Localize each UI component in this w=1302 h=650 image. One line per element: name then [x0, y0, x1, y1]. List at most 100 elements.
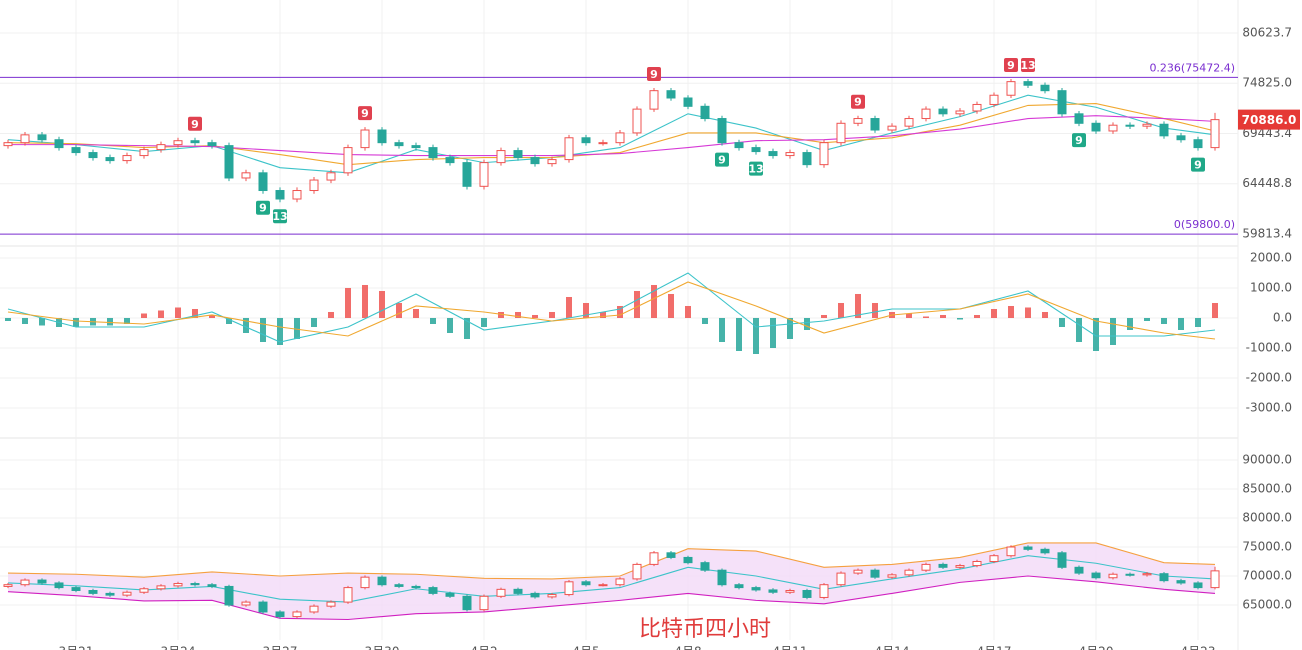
- macd-bar: [396, 302, 402, 318]
- candle-body: [530, 157, 540, 165]
- candle-body: [20, 579, 30, 586]
- candle-body: [445, 157, 455, 164]
- indicator-line: [7, 94, 1216, 174]
- macd-bar: [209, 314, 215, 318]
- td-marker: [749, 161, 763, 176]
- td-marker-label: 9: [1007, 59, 1015, 72]
- candle-body: [20, 134, 30, 144]
- candle-body: [1040, 84, 1050, 92]
- macd-bar: [481, 317, 487, 327]
- macd-bar: [345, 287, 351, 318]
- macd-bar: [413, 308, 419, 318]
- macd-bar: [617, 305, 623, 318]
- candle-body: [1193, 582, 1203, 589]
- macd-bar: [668, 293, 674, 318]
- macd-bar: [804, 317, 810, 330]
- candle-body: [3, 142, 13, 147]
- candle-body: [54, 582, 64, 589]
- candle-body: [275, 611, 285, 618]
- macd-bar: [702, 317, 708, 324]
- y-tick-label: -3000.0: [1246, 400, 1292, 414]
- macd-bar: [1093, 317, 1099, 351]
- x-tick-label: 4月5: [572, 645, 599, 650]
- candle-body: [1159, 573, 1169, 582]
- macd-bar: [940, 314, 946, 318]
- td-marker: [851, 94, 865, 109]
- macd-bar: [1042, 311, 1048, 318]
- macd-bar: [855, 293, 861, 318]
- candle-body: [207, 142, 217, 147]
- indicator-line: [7, 542, 1216, 580]
- macd-bar: [991, 308, 997, 318]
- candle-body: [139, 149, 149, 157]
- macd-bar: [22, 317, 28, 324]
- fib-label: 0.236(75472.4): [1149, 61, 1235, 74]
- candle-body: [37, 134, 47, 141]
- macd-bar: [872, 302, 878, 318]
- td-marker-label: 9: [718, 154, 726, 167]
- macd-bar: [1076, 317, 1082, 342]
- td-marker-label: 9: [191, 118, 199, 131]
- last-price-box: [1238, 109, 1300, 130]
- candle-body: [530, 592, 540, 598]
- candle-body: [292, 190, 302, 200]
- candle-body: [496, 588, 506, 597]
- candle-body: [1108, 124, 1118, 132]
- macd-bar: [651, 284, 657, 318]
- candle-body: [37, 579, 47, 584]
- candle-body: [105, 157, 115, 162]
- macd-bar: [379, 290, 385, 318]
- macd-bar: [243, 317, 249, 333]
- candle-body: [734, 142, 744, 149]
- macd-bar: [1008, 305, 1014, 318]
- candle-body: [700, 562, 710, 571]
- fib-label: 0(59800.0): [1174, 218, 1235, 231]
- candle-body: [819, 584, 829, 598]
- candle-body: [904, 569, 914, 576]
- td-marker: [188, 116, 202, 131]
- candle-body: [173, 140, 183, 146]
- candle-body: [88, 590, 98, 594]
- candle-body: [751, 147, 761, 153]
- candle-body: [598, 584, 608, 587]
- macd-bar: [1212, 302, 1218, 318]
- candle-body: [1108, 573, 1118, 579]
- x-tick-label: 4月20: [1079, 645, 1114, 650]
- candle-body: [632, 563, 642, 580]
- candle-body: [1193, 139, 1203, 149]
- candle-body: [224, 585, 234, 606]
- candle-body: [241, 601, 251, 606]
- indicator-line: [7, 575, 1216, 621]
- candle-body: [768, 151, 778, 157]
- candle-body: [836, 122, 846, 144]
- candle-body: [870, 118, 880, 131]
- candle-body: [122, 155, 132, 162]
- macd-bar: [1059, 317, 1065, 327]
- macd-bar: [583, 302, 589, 318]
- y-tick-label: 80623.7: [1242, 25, 1292, 39]
- candle-body: [88, 152, 98, 159]
- candle-body: [666, 90, 676, 99]
- y-tick-label: -1000.0: [1246, 340, 1292, 354]
- td-marker-label: 9: [259, 202, 267, 215]
- macd-bar: [515, 311, 521, 318]
- candle-body: [547, 159, 557, 165]
- td-marker-label: 13: [748, 163, 763, 176]
- y-tick-label: 64448.8: [1242, 176, 1292, 190]
- macd-bar: [430, 317, 436, 324]
- x-tick-label: 4月23: [1181, 645, 1216, 650]
- macd-bar: [906, 313, 912, 318]
- x-tick-label: 4月2: [470, 645, 497, 650]
- candle-body: [683, 556, 693, 564]
- macd-bar: [634, 290, 640, 318]
- candle-body: [581, 137, 591, 144]
- macd-bar: [498, 311, 504, 318]
- candle-body: [1210, 570, 1220, 589]
- candle-body: [581, 581, 591, 586]
- candle-body: [411, 585, 421, 589]
- candle-body: [309, 179, 319, 192]
- candle-body: [513, 150, 523, 159]
- macd-bar: [753, 317, 759, 354]
- candle-body: [1142, 573, 1152, 576]
- candle-body: [938, 108, 948, 115]
